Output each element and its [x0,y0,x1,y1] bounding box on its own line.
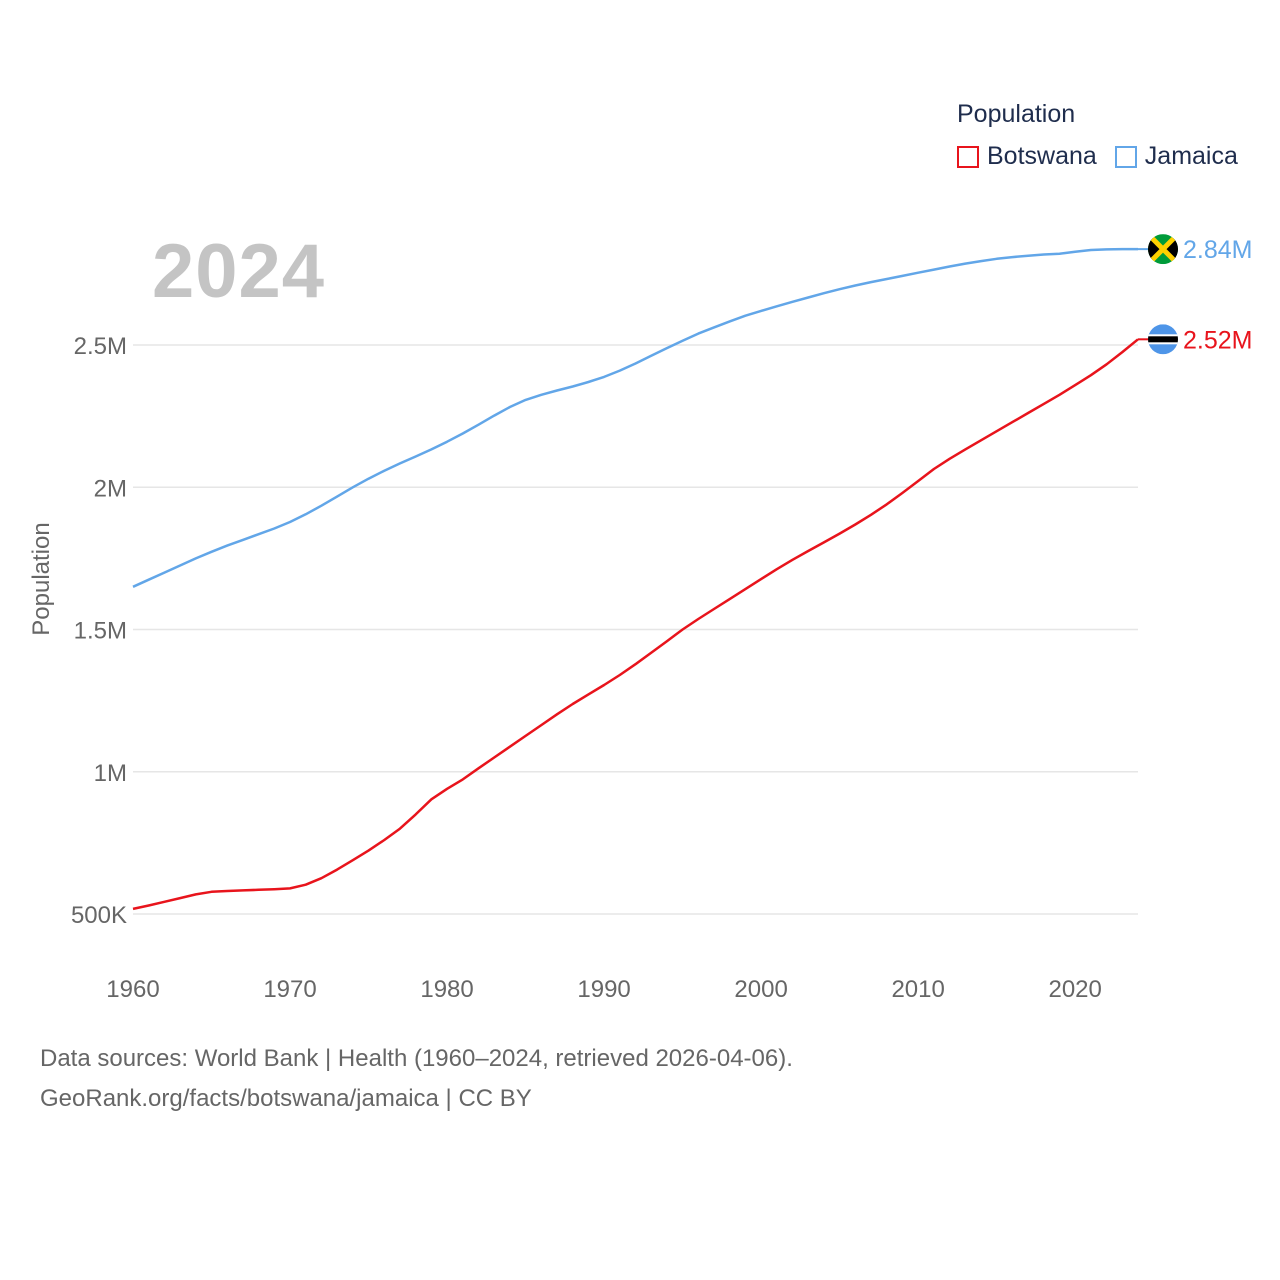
jamaica-flag-icon [1148,234,1178,265]
year-label: 2024 [152,229,326,314]
x-tick-label: 2000 [734,976,787,1003]
legend-swatch-botswana [957,145,979,168]
series-line-jamaica [132,247,1138,588]
source-url[interactable]: GeoRank.org/facts/botswana/jamaica | CC … [40,1085,532,1112]
legend-item-jamaica[interactable]: Jamaica [1114,142,1238,171]
source-line: Data sources: World Bank | Health (1960–… [40,1045,793,1072]
legend-label-botswana: Botswana [987,142,1097,170]
x-tick-label: 1990 [577,976,630,1003]
x-tick-label: 2020 [1048,976,1101,1003]
legend-item-botswana[interactable]: Botswana [957,142,1097,171]
y-tick-label: 500K [71,902,127,929]
botswana-flag-icon [1148,324,1178,355]
legend: Botswana Jamaica [957,142,1256,171]
legend-swatch-jamaica [1114,145,1137,168]
y-tick-label: 2.5M [74,333,127,360]
y-tick-label: 1M [94,760,127,787]
x-tick-label: 1980 [420,976,473,1003]
end-value-label-jamaica: 2.84M [1183,236,1252,264]
y-tick-label: 2M [94,475,127,502]
x-tick-label: 1960 [106,976,159,1003]
y-axis-label: Population [28,522,55,636]
legend-title: Population [957,100,1076,128]
x-tick-label: 2010 [891,976,944,1003]
x-tick-label: 1970 [263,976,316,1003]
series-line-botswana [132,338,1139,911]
y-tick-label: 1.5M [74,618,127,645]
legend-label-jamaica: Jamaica [1144,142,1238,170]
end-value-label-botswana: 2.52M [1183,326,1252,354]
